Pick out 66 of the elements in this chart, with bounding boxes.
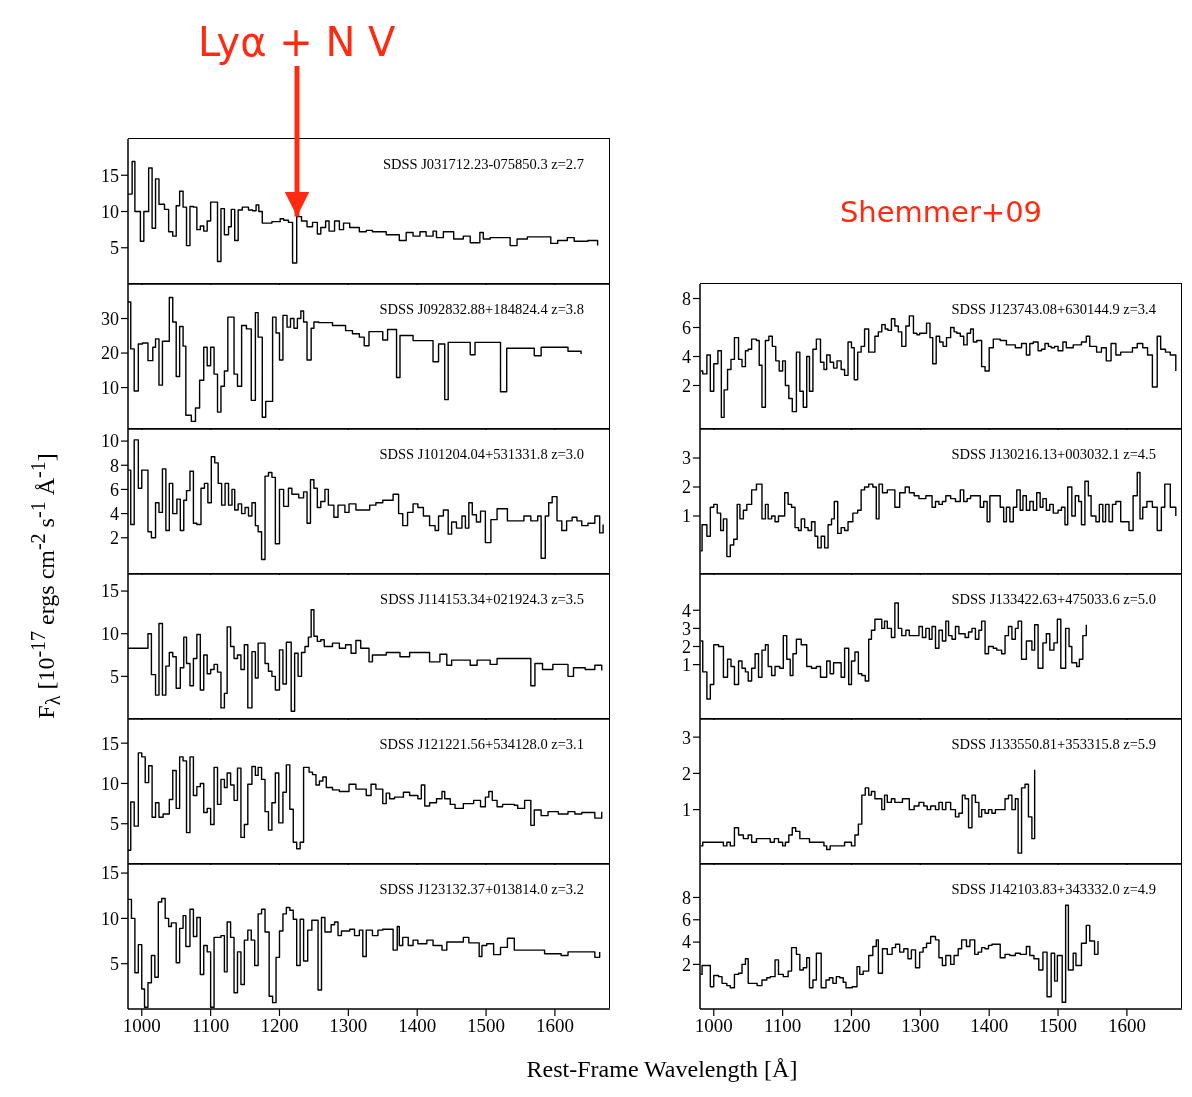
y-tick-label: 15: [101, 165, 119, 186]
y-tick-label: 15: [101, 733, 119, 754]
y-tick-label: 4: [682, 932, 691, 953]
y-tick-label: 10: [101, 201, 119, 222]
x-tick-label: 1300: [329, 1015, 368, 1037]
y-tick-label: 10: [101, 624, 119, 645]
x-tick-label: 1400: [970, 1015, 1009, 1037]
y-tick-label: 10: [101, 773, 119, 794]
text: SDSS J123132.37+013814.0 z=3.2: [378, 881, 584, 898]
y-tick-label: 15: [101, 863, 119, 884]
text: SDSS J133550.81+353315.8 z=5.9: [950, 736, 1156, 753]
y-tick-label: 1: [682, 506, 691, 527]
x-tick-label: 1600: [1107, 1015, 1146, 1037]
y-tick-label: 1: [682, 655, 691, 676]
y-tick-label: 3: [682, 727, 691, 748]
y-tick-label: 8: [682, 288, 691, 309]
x-tick-label: 1600: [535, 1015, 574, 1037]
y-tick-label: 4: [110, 503, 119, 524]
y-tick-label: 1: [682, 800, 691, 821]
text: SDSS J142103.83+343332.0 z=4.9: [950, 881, 1156, 898]
x-tick-label: 1200: [832, 1015, 871, 1037]
y-tick-label: 10: [101, 377, 119, 398]
y-tick-label: 2: [682, 763, 691, 784]
y-tick-label: 2: [682, 636, 691, 657]
x-tick-label: 1300: [901, 1015, 940, 1037]
text: SDSS J123743.08+630144.9 z=3.4: [950, 301, 1156, 318]
y-tick-label: 8: [110, 455, 119, 476]
x-tick-label: 1500: [1039, 1015, 1078, 1037]
y-tick-label: 10: [101, 431, 119, 452]
x-tick-label: 1400: [398, 1015, 437, 1037]
text: SDSS J114153.34+021924.3 z=3.5: [379, 591, 584, 608]
y-tick-label: 4: [682, 600, 691, 621]
text: SDSS J101204.04+531331.8 z=3.0: [378, 446, 584, 463]
y-tick-label: 6: [682, 317, 691, 338]
text: SDSS J092832.88+184824.4 z=3.8: [378, 301, 584, 318]
y-tick-label: 3: [682, 448, 691, 469]
y-tick-label: 4: [682, 346, 691, 367]
y-tick-label: 5: [110, 666, 119, 687]
y-tick-label: 2: [682, 375, 691, 396]
text: SDSS J130216.13+003032.1 z=4.5: [950, 446, 1156, 463]
x-tick-label: 1000: [694, 1015, 733, 1037]
x-tick-label: 1000: [122, 1015, 161, 1037]
y-tick-label: 2: [682, 954, 691, 975]
y-tick-label: 10: [101, 908, 119, 929]
y-tick-label: 15: [101, 581, 119, 602]
x-axis-title: Rest-Frame Wavelength [Å]: [526, 1056, 798, 1083]
annotation: Lyα + N V: [196, 18, 397, 66]
y-tick-label: 2: [110, 528, 119, 549]
y-tick-label: 2: [682, 477, 691, 498]
y-tick-label: 5: [110, 814, 119, 835]
x-tick-label: 1200: [260, 1015, 299, 1037]
text: SDSS J031712.23-075850.3 z=2.7: [381, 156, 584, 173]
y-tick-label: 6: [682, 910, 691, 931]
x-tick-label: 1100: [763, 1015, 802, 1037]
text: Shemmer+09: [838, 195, 1044, 229]
y-tick-label: 5: [110, 954, 119, 975]
y-tick-label: 3: [682, 618, 691, 639]
x-tick-label: 1500: [467, 1015, 506, 1037]
y-tick-label: 20: [101, 343, 119, 364]
text: SDSS J121221.56+534128.0 z=3.1: [378, 736, 584, 753]
x-tick-label: 1100: [191, 1015, 230, 1037]
text: SDSS J133422.63+475033.6 z=5.0: [950, 591, 1156, 608]
y-tick-label: 30: [101, 308, 119, 329]
y-tick-label: 5: [110, 238, 119, 259]
y-tick-label: 6: [110, 479, 119, 500]
y-tick-label: 8: [682, 887, 691, 908]
